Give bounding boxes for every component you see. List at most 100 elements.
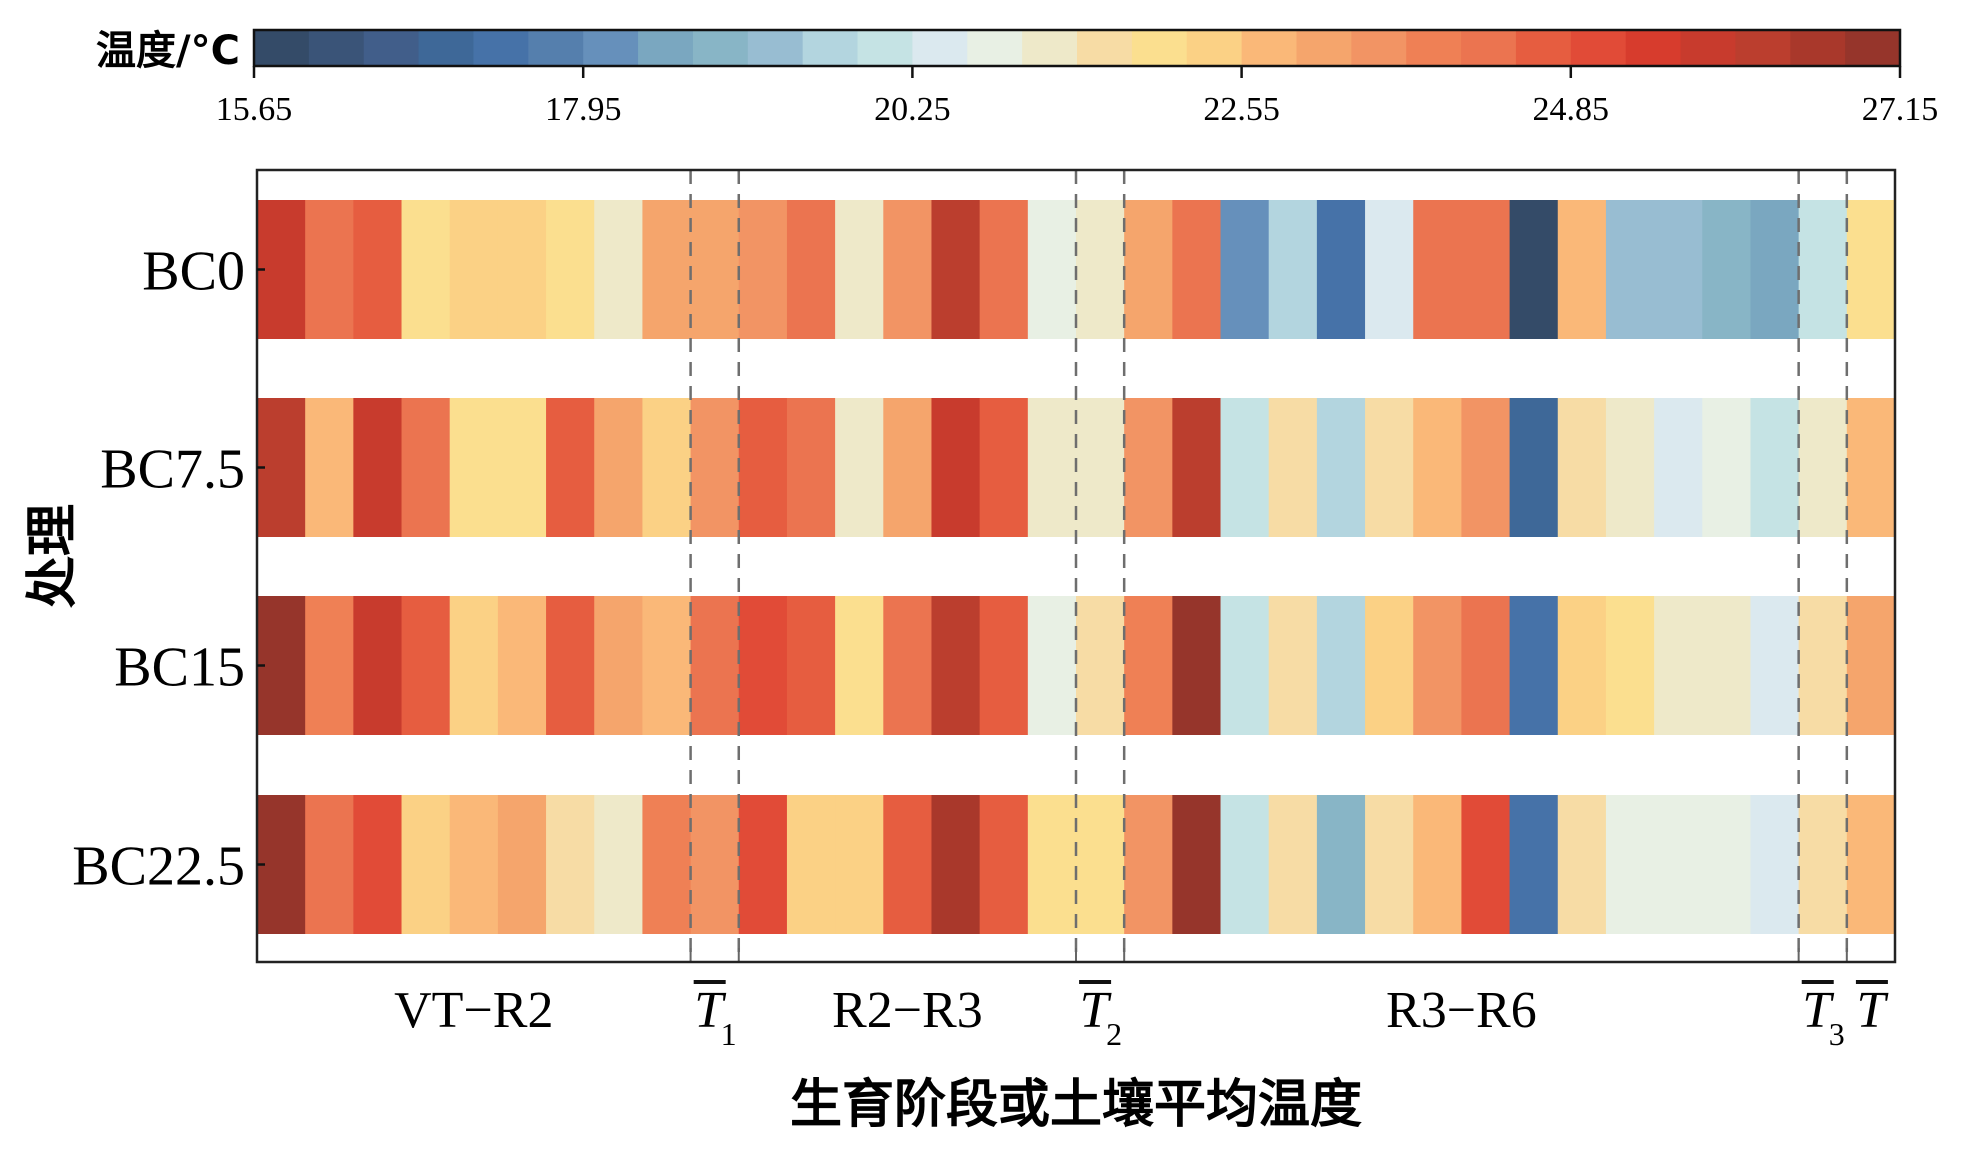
colorbar-tick-label: 24.85 [1533,91,1610,128]
heatmap-cell [1461,795,1511,934]
heatmap-cell [1268,795,1318,934]
row-labels: BC0 BC7.5 BC15 BC22.5 [72,241,265,898]
heatmap-cell [883,200,933,339]
heatmap-cell [1076,795,1125,934]
heatmap-cell [1268,398,1318,537]
heatmap-cell [305,795,354,934]
colorbar-bin [747,30,804,66]
colorbar-bin [473,30,529,66]
colorbar-bin [528,30,584,66]
colorbar-bin [1241,30,1298,66]
y-axis-title: 处理 [23,504,83,608]
heatmap-cell [257,398,306,537]
heatmap-cell [305,200,354,339]
heatmap-cell [1846,795,1896,934]
mean-symbol: T [1802,982,1834,1039]
heatmap-cell [1605,200,1655,339]
mean-temperature-label: T2 [1079,980,1122,1052]
heatmap-cell [1316,795,1366,934]
heatmap-cell [1172,200,1222,339]
colorbar-bin [1790,30,1846,66]
heatmap-cell [1027,398,1077,537]
colorbar-bin [1625,30,1682,66]
heatmap-cell [1027,200,1077,339]
heatmap-cell [1846,596,1896,735]
heatmap-cell [497,200,547,339]
heatmap-cell [931,398,981,537]
heatmap-cell [1654,596,1703,735]
heatmap-cell [1509,398,1559,537]
heatmap-cell [353,200,403,339]
heatmap-cell [1316,398,1366,537]
heatmap-cell [931,200,981,339]
colorbar-bin [1845,30,1901,66]
colorbar-bin [1735,30,1791,66]
heatmap-cell [257,596,306,735]
heatmap-cell [642,795,692,934]
heatmap-cell [1076,200,1125,339]
heatmap-cell [546,795,595,934]
heatmap-cell [883,596,933,735]
heatmap-cell [979,596,1029,735]
heatmap-cell [738,398,788,537]
row-label: BC7.5 [100,439,245,501]
row-label: BC15 [114,637,245,699]
heatmap-cell [690,596,740,735]
heatmap-cell [835,795,884,934]
heatmap-cell [1798,596,1848,735]
mean-symbol: T [1080,982,1112,1039]
heatmap-cell [1268,200,1318,339]
heatmap-cell [738,596,788,735]
heatmap-cell [738,200,788,339]
heatmap-cell [305,596,354,735]
heatmap-cell [690,795,740,934]
colorbar-bin [1186,30,1243,66]
heatmap-cell [449,795,499,934]
heatmap-cell [546,200,595,339]
colorbar-tick-label: 22.55 [1203,91,1280,128]
heatmap-cell [1365,596,1414,735]
mean-subscript: 3 [1829,1016,1845,1052]
colorbar-bin [1515,30,1572,66]
heatmap-cell [1702,398,1752,537]
heatmap-cell [1316,596,1366,735]
heatmap-cell [1702,200,1752,339]
heatmap-cell [1413,200,1463,339]
heatmap-cell [931,795,981,934]
heatmap-cell [497,795,547,934]
heatmap-cell [1172,398,1222,537]
colorbar-bin [912,30,968,66]
heatmap-cell [449,596,499,735]
heatmap-cell [1124,596,1173,735]
heatmap-cell [1654,200,1703,339]
heatmap-cell [257,795,306,934]
colorbar-bin [1296,30,1352,66]
heatmap-cell [1220,200,1270,339]
heatmap-cell [979,398,1029,537]
heatmap-cell [786,795,836,934]
stage-label: VT−R2 [394,982,553,1039]
colorbar-bin [1022,30,1078,66]
heatmap-cell [1220,795,1270,934]
colorbar-frame [252,28,1902,68]
row-label: BC22.5 [72,836,245,898]
colorbar-bin [857,30,913,66]
mean-temperature-label: T3 [1801,980,1845,1052]
heatmap-cell [1461,596,1511,735]
mean-temperature-label: T [1855,980,1888,1039]
heatmap-cell [1702,795,1752,934]
heatmap-cell [305,398,354,537]
heatmap-cell [1798,398,1848,537]
heatmap-cell [931,596,981,735]
colorbar [252,28,1902,68]
colorbar-bin [308,30,365,66]
heatmap-cell [690,398,740,537]
heatmap-cell [401,200,451,339]
dashed-separators [689,170,1849,962]
heatmap-cell [546,596,595,735]
colorbar-bin [1077,30,1133,66]
heatmap-cell [1605,795,1655,934]
heatmap-cell [786,596,836,735]
heatmap-cell [1702,596,1752,735]
